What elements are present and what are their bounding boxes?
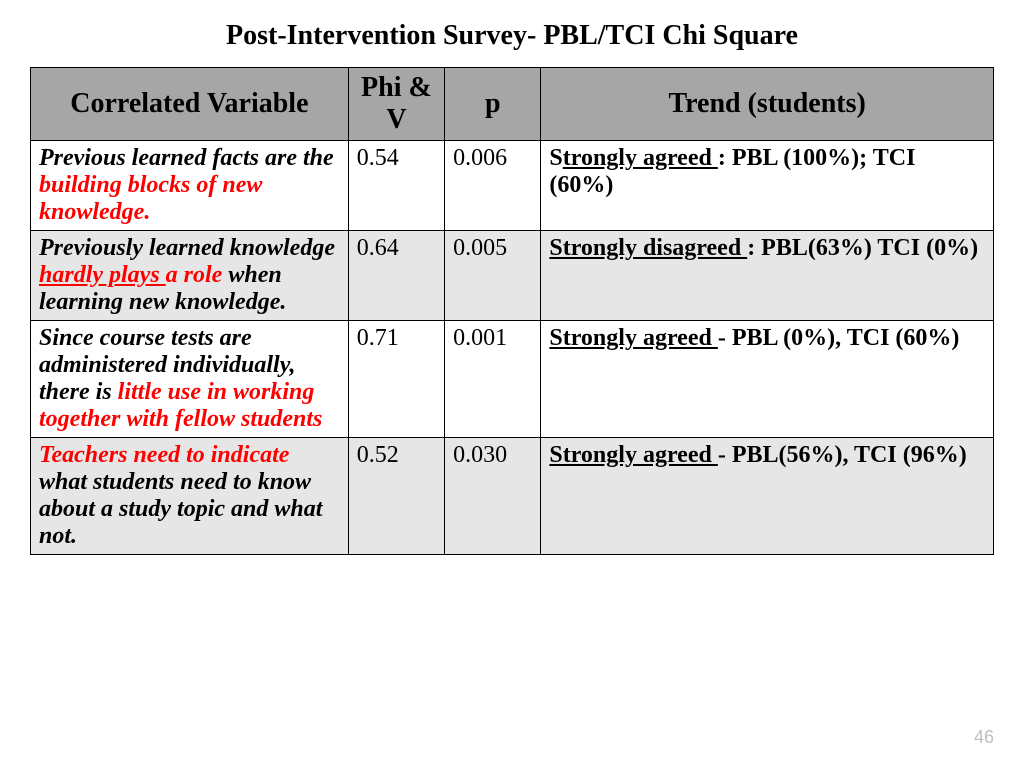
var-text: what students need to know about a study… (39, 469, 322, 549)
trend-underline: Strongly disagreed (549, 235, 747, 261)
phi-cell: 0.71 (348, 321, 444, 438)
slide-title: Post-Intervention Survey- PBL/TCI Chi Sq… (30, 20, 994, 52)
p-cell: 0.030 (445, 438, 541, 555)
p-cell: 0.005 (445, 231, 541, 321)
phi-cell: 0.54 (348, 141, 444, 231)
variable-cell: Teachers need to indicate what students … (31, 438, 349, 555)
chi-square-table: Correlated Variable Phi & V p Trend (stu… (30, 67, 994, 555)
table-row: Previous learned facts are the building … (31, 141, 994, 231)
p-cell: 0.006 (445, 141, 541, 231)
trend-cell: Strongly agreed : PBL (100%); TCI (60%) (541, 141, 994, 231)
variable-cell: Since course tests are administered indi… (31, 321, 349, 438)
trend-rest: - PBL (0%), TCI (60%) (718, 325, 960, 351)
trend-underline: Strongly agreed (549, 325, 717, 351)
slide-container: Post-Intervention Survey- PBL/TCI Chi Sq… (0, 0, 1024, 555)
table-row: Since course tests are administered indi… (31, 321, 994, 438)
trend-underline: trongly agreed (563, 145, 718, 171)
var-text-red: building blocks of new knowledge. (39, 172, 262, 225)
trend-rest: : PBL(63%) TCI (0%) (747, 235, 978, 261)
phi-cell: 0.52 (348, 438, 444, 555)
header-phi: Phi & V (348, 68, 444, 141)
var-text: Previously learned knowledge (39, 235, 335, 261)
phi-cell: 0.64 (348, 231, 444, 321)
trend-prefix: S (549, 145, 562, 171)
trend-rest: - PBL(56%), TCI (96%) (718, 442, 967, 468)
var-text-red: a role (166, 262, 223, 288)
var-text: Previous learned facts are the (39, 145, 334, 171)
header-trend: Trend (students) (541, 68, 994, 141)
table-row: Previously learned knowledge hardly play… (31, 231, 994, 321)
trend-cell: Strongly disagreed : PBL(63%) TCI (0%) (541, 231, 994, 321)
trend-cell: Strongly agreed - PBL (0%), TCI (60%) (541, 321, 994, 438)
header-p: p (445, 68, 541, 141)
var-text-red: Teachers need to indicate (39, 442, 289, 468)
page-number: 46 (974, 727, 994, 748)
trend-cell: Strongly agreed - PBL(56%), TCI (96%) (541, 438, 994, 555)
p-cell: 0.001 (445, 321, 541, 438)
header-variable: Correlated Variable (31, 68, 349, 141)
var-text-red-u: hardly plays (39, 262, 166, 288)
table-row: Teachers need to indicate what students … (31, 438, 994, 555)
table-header-row: Correlated Variable Phi & V p Trend (stu… (31, 68, 994, 141)
trend-underline: Strongly agreed (549, 442, 717, 468)
variable-cell: Previously learned knowledge hardly play… (31, 231, 349, 321)
variable-cell: Previous learned facts are the building … (31, 141, 349, 231)
